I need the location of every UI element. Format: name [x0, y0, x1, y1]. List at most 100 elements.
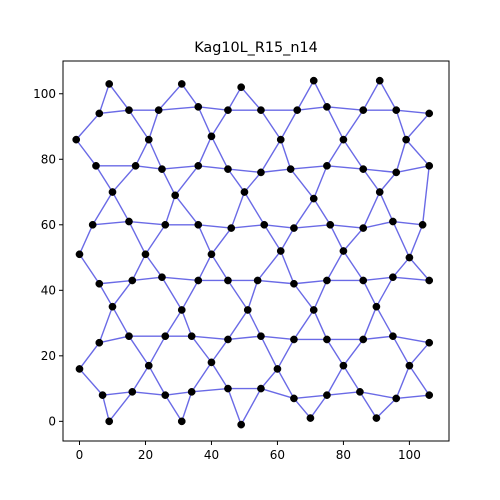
node-point: [207, 132, 216, 141]
edge-line: [326, 391, 360, 396]
edge-line: [158, 83, 183, 111]
edge-line: [158, 106, 199, 111]
node-point: [177, 80, 186, 88]
edge-line: [92, 191, 114, 226]
edge-line: [161, 165, 199, 170]
node-point: [72, 135, 81, 144]
node-point: [356, 388, 364, 396]
node-point: [88, 220, 97, 229]
edge-line: [405, 112, 430, 141]
edge-line: [260, 335, 295, 341]
node-point: [194, 220, 203, 229]
x-tick-label: 20: [138, 448, 153, 462]
edge-line: [210, 253, 229, 281]
edge-line: [198, 165, 229, 170]
edge-line: [379, 191, 394, 222]
edge-line: [296, 80, 315, 111]
edge-line: [210, 227, 232, 255]
edge-line: [227, 388, 242, 425]
x-tick-label: 100: [398, 448, 421, 462]
edge-line: [290, 165, 327, 170]
edge-line: [98, 83, 110, 114]
edge-line: [405, 139, 430, 167]
node-point: [260, 220, 269, 229]
edge-line: [210, 339, 229, 363]
node-point: [125, 332, 133, 341]
node-point: [161, 391, 170, 399]
edge-line: [342, 339, 364, 367]
edge-line: [392, 335, 430, 344]
edge-line: [230, 191, 246, 229]
plot-area: [72, 76, 434, 429]
edge-line: [392, 276, 430, 282]
x-tick-label: 60: [270, 448, 285, 462]
edge-line: [359, 391, 397, 400]
edge-line: [260, 109, 282, 141]
edge-line: [392, 220, 423, 226]
edge-line: [98, 283, 114, 308]
edge-line: [181, 391, 193, 422]
edge-line: [240, 86, 262, 111]
edge-line: [363, 335, 393, 341]
node-point: [158, 165, 166, 173]
edge-line: [161, 276, 183, 311]
edge-line: [243, 171, 262, 193]
edge-line: [247, 309, 262, 337]
edge-line: [362, 280, 378, 308]
node-point: [273, 365, 282, 373]
edge-line: [243, 191, 265, 226]
edge-line: [210, 109, 229, 137]
edge-line: [227, 86, 242, 111]
edge-line: [342, 139, 364, 170]
edge-line: [198, 106, 229, 111]
node-point: [240, 188, 249, 196]
edge-line: [280, 139, 292, 170]
edge-line: [379, 80, 397, 111]
edge-line: [161, 168, 176, 196]
edge-line: [181, 280, 199, 311]
edge-line: [257, 279, 295, 285]
y-tick-label: 0: [48, 414, 56, 428]
edge-line: [293, 283, 315, 311]
edge-line: [144, 253, 163, 278]
edge-line: [165, 391, 192, 396]
edge-line: [78, 224, 94, 255]
node-point: [131, 161, 140, 170]
edge-line: [326, 106, 345, 140]
node-point: [161, 220, 170, 229]
edge-line: [191, 335, 229, 341]
node-point: [309, 194, 318, 203]
node-point: [425, 338, 434, 347]
node-point: [243, 306, 252, 314]
edge-line: [379, 171, 397, 193]
edge-line: [408, 365, 430, 396]
edge-line: [293, 198, 315, 229]
edge-line: [313, 280, 328, 311]
edge-line: [375, 397, 397, 419]
edge-line: [111, 306, 130, 337]
edge-line: [135, 165, 163, 170]
edge-line: [128, 220, 166, 226]
edge-line: [75, 139, 97, 167]
y-axis-ticks: 0 20 40 60 80 100: [33, 87, 63, 428]
node-point: [425, 391, 434, 399]
node-point: [389, 332, 397, 341]
edge-line: [227, 309, 249, 340]
node-point: [326, 220, 335, 229]
edge-line: [99, 109, 130, 115]
edge-line: [342, 250, 364, 281]
y-tick-label: 20: [41, 349, 56, 363]
node-point: [309, 306, 318, 314]
edge-line: [257, 250, 282, 281]
node-point: [359, 276, 368, 285]
node-point: [339, 247, 348, 255]
edge-line: [326, 106, 364, 111]
node-point: [392, 168, 401, 177]
edge-line: [260, 139, 282, 173]
edge-line: [392, 221, 411, 258]
edge-line: [92, 220, 130, 226]
node-point: [125, 106, 133, 114]
edge-line: [75, 112, 100, 141]
node-point: [194, 161, 203, 170]
